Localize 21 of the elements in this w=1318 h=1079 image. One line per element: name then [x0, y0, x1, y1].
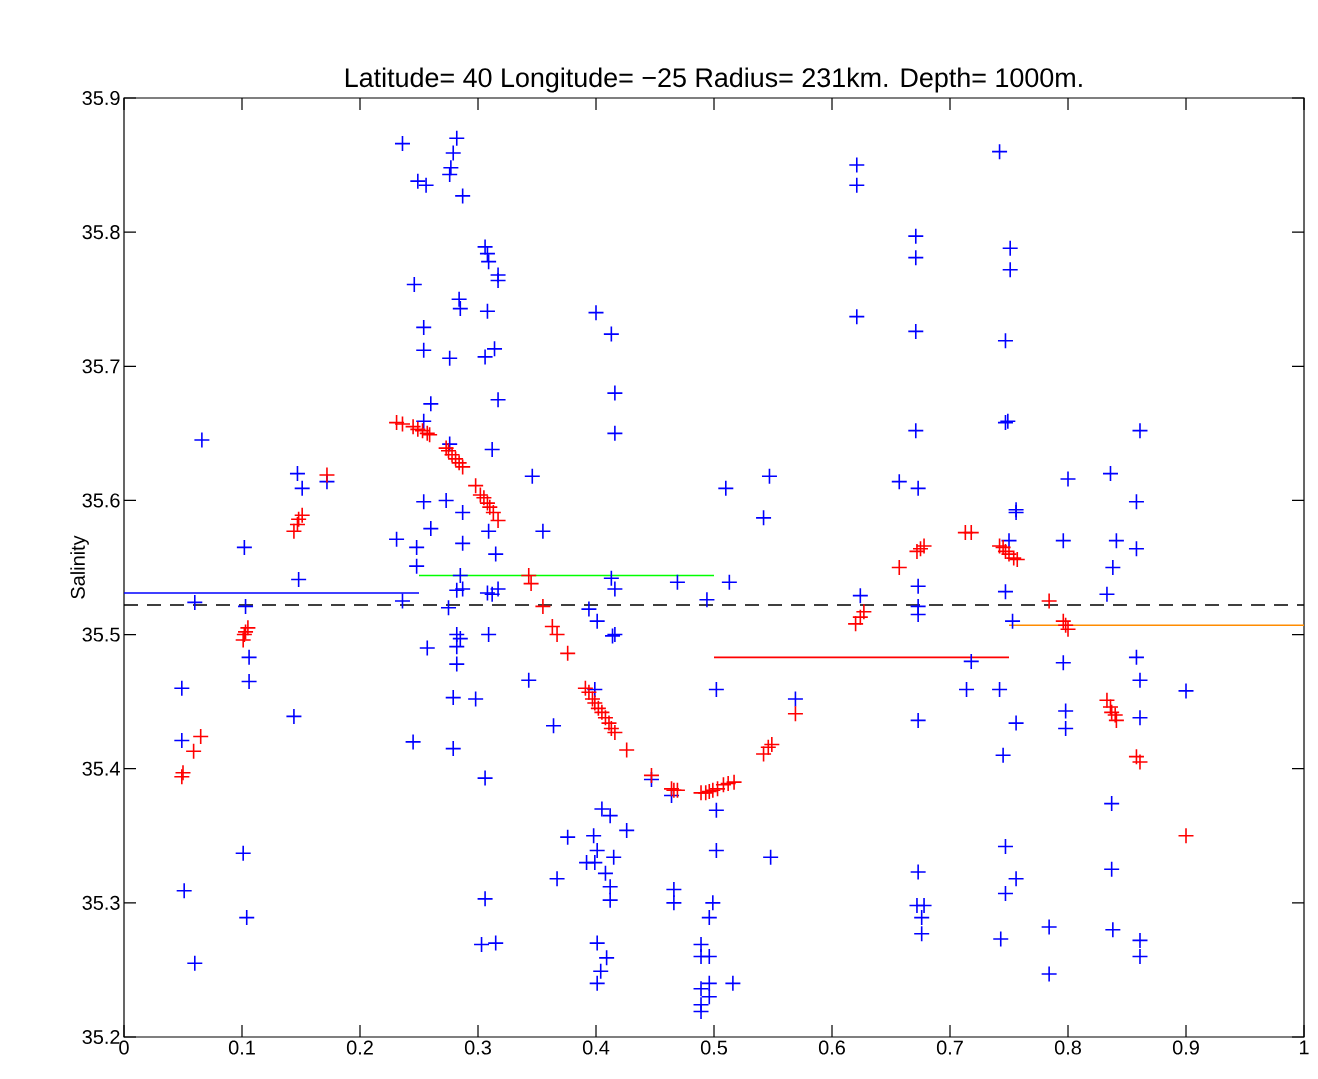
y-axis-title: Salinity	[70, 535, 89, 599]
x-tick-label: 0.2	[346, 1040, 373, 1055]
y-tick-label: 35.9	[82, 90, 120, 106]
y-tick-label: 35.2	[82, 1029, 120, 1045]
y-tick-label: 35.3	[82, 895, 120, 910]
y-tick-label: 35.8	[82, 225, 120, 240]
x-tick-label: 0.7	[936, 1040, 963, 1055]
x-tick-label: 0.5	[700, 1040, 728, 1055]
x-tick-label: 0.6	[818, 1040, 845, 1055]
x-tick-label: 1	[1299, 1040, 1309, 1055]
y-tick-label: 35.6	[82, 493, 120, 508]
y-tick-label: 35.5	[82, 627, 120, 642]
x-tick-label: 0.8	[1054, 1040, 1081, 1055]
x-tick-label: 0.4	[582, 1040, 610, 1055]
y-tick-label: 35.4	[82, 761, 120, 776]
x-tick-label: 0.3	[464, 1040, 491, 1055]
y-tick-label: 35.7	[82, 359, 120, 374]
x-tick-label: 0.1	[228, 1040, 255, 1055]
chart-title: Latitude= 40 Longitude= −25 Radius= 231km. Depth= 1000m.	[345, 67, 1082, 93]
x-tick-label: 0	[119, 1040, 129, 1055]
x-tick-label: 0.9	[1172, 1040, 1199, 1055]
